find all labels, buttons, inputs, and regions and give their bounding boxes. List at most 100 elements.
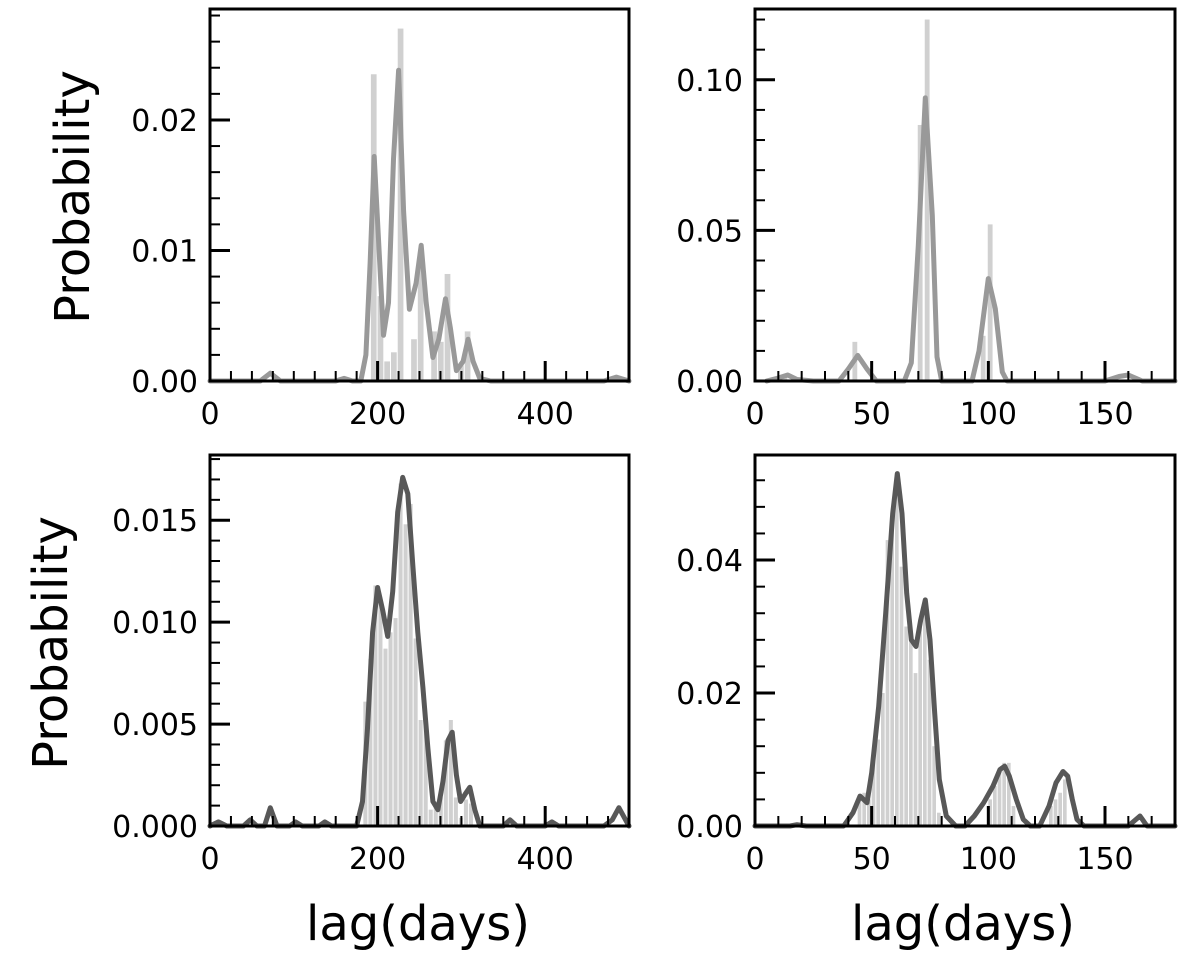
y-tick-label-bottom-left-2: 0.010 (112, 606, 198, 641)
hist-bar-bottom-right-10 (904, 626, 908, 826)
hist-bar-bottom-right-26 (1058, 792, 1062, 826)
xlabel-right: lag(days) (851, 896, 1075, 952)
hist-bar-bottom-right-6 (885, 540, 890, 826)
panel-top-left: 0 200 400 0.00 0.01 0.02 (131, 7, 632, 432)
hist-bar-bottom-left-10 (413, 638, 418, 826)
hist-bar-top-right-3 (924, 19, 930, 381)
curve-top-right (764, 95, 1178, 384)
x-tick-label-top-right-0: 0 (745, 397, 764, 432)
hist-bar-bottom-right-11 (909, 639, 913, 826)
x-tick-label-top-left-1: 200 (349, 397, 406, 432)
x-tick-label-bottom-left-2: 400 (517, 842, 574, 877)
hist-bar-bottom-right-25 (1053, 799, 1058, 826)
x-tick-label-top-right-2: 100 (960, 397, 1017, 432)
hist-bar-bottom-left-3 (378, 601, 383, 826)
y-tick-label-top-right-1: 0.05 (676, 214, 743, 249)
hist-bar-bottom-left-17 (448, 720, 453, 826)
hist-bar-bottom-right-22 (1007, 762, 1011, 826)
frame-top-right (753, 7, 1177, 383)
panel-top-right: 0 50 100 150 0.00 0.05 0.10 (676, 7, 1178, 432)
x-tick-label-bottom-left-1: 200 (349, 842, 406, 877)
x-tick-label-bottom-right-3: 150 (1076, 842, 1133, 877)
x-tick-label-bottom-right-2: 100 (960, 842, 1017, 877)
hist-bar-top-left-4 (397, 28, 404, 381)
hist-bar-bottom-left-21 (468, 803, 473, 826)
hist-bar-bottom-left-8 (403, 524, 408, 826)
y-tick-label-top-left-2: 0.02 (131, 104, 198, 139)
ylabel-top: Probability (45, 70, 101, 324)
hist-bar-bottom-right-13 (918, 626, 922, 826)
hist-bar-bottom-left-7 (398, 483, 403, 826)
y-tick-label-bottom-left-0: 0.000 (112, 810, 198, 845)
x-tick-label-top-left-2: 400 (517, 397, 574, 432)
y-tick-label-bottom-left-3: 0.015 (112, 504, 198, 539)
hist-bar-bottom-right-14 (923, 599, 927, 826)
hist-bar-top-left-7 (417, 263, 424, 381)
hist-bar-top-left-14 (464, 331, 471, 381)
y-tick-label-bottom-left-1: 0.005 (112, 708, 198, 743)
y-tick-label-bottom-right-0: 0.00 (676, 810, 743, 845)
hist-bar-bottom-right-21 (1002, 762, 1006, 826)
hist-bar-top-left-10 (437, 341, 444, 381)
hist-bar-top-left-11 (444, 273, 451, 381)
hist-bar-bottom-left-6 (393, 618, 398, 826)
hist-bar-bottom-left-14 (433, 801, 438, 826)
hist-bar-bottom-right-4 (876, 739, 880, 826)
hist-bar-bottom-right-18 (988, 799, 992, 826)
frame-bottom-right (753, 453, 1177, 828)
hist-bar-bottom-left-11 (418, 720, 423, 826)
panel-bottom-right: 0 50 100 150 0.00 0.02 0.04 (676, 453, 1178, 877)
x-tick-label-top-right-3: 150 (1076, 397, 1133, 432)
hist-bar-bottom-right-27 (1063, 779, 1067, 826)
hist-bar-bottom-right-12 (913, 673, 918, 826)
x-tick-label-bottom-left-0: 0 (200, 842, 219, 877)
hist-bar-bottom-right-3 (871, 759, 876, 826)
x-tick-label-bottom-right-0: 0 (745, 842, 764, 877)
hist-bar-bottom-left-18 (453, 797, 458, 826)
x-tick-label-top-left-0: 0 (200, 397, 219, 432)
y-tick-label-bottom-right-2: 0.04 (676, 544, 743, 579)
y-tick-label-top-left-1: 0.01 (131, 234, 198, 269)
y-tick-label-top-right-0: 0.00 (676, 365, 743, 400)
hist-bar-bottom-left-16 (443, 740, 448, 826)
hist-bar-bottom-right-15 (927, 659, 932, 826)
hist-bar-bottom-right-1 (862, 792, 866, 826)
hist-bar-bottom-right-0 (857, 799, 862, 826)
hist-bar-bottom-left-2 (373, 585, 378, 826)
hist-bar-bottom-left-9 (408, 503, 413, 826)
hist-bar-bottom-left-4 (383, 648, 388, 826)
y-tick-label-bottom-right-1: 0.02 (676, 677, 743, 712)
hist-bar-bottom-right-24 (1049, 806, 1053, 826)
hist-bar-bottom-right-23 (1011, 806, 1016, 826)
hist-bar-bottom-left-15 (438, 797, 443, 826)
curve-bottom-right (752, 471, 1178, 829)
hist-bar-bottom-right-16 (932, 746, 936, 826)
hist-bar-top-right-5 (987, 224, 993, 381)
hist-bar-top-right-4 (980, 335, 986, 381)
hist-bar-top-left-6 (411, 339, 417, 381)
hist-bar-bottom-left-20 (463, 799, 468, 826)
y-tick-label-top-right-2: 0.10 (676, 64, 743, 99)
x-tick-label-bottom-right-1: 50 (853, 842, 891, 877)
x-tick-label-top-right-1: 50 (853, 397, 891, 432)
hist-bar-bottom-left-12 (423, 720, 428, 826)
hist-bar-bottom-left-5 (388, 632, 393, 826)
panel-bottom-left: 0 200 400 0.000 0.005 0.010 0.015 (112, 453, 632, 877)
hist-bar-bottom-left-13 (428, 809, 433, 826)
hist-bar-bottom-right-8 (895, 493, 899, 826)
hist-bar-bottom-right-17 (937, 812, 941, 826)
hist-bar-top-left-2 (384, 361, 391, 381)
hist-bar-top-left-1 (377, 296, 384, 381)
hist-bar-bottom-right-5 (881, 693, 885, 826)
hist-bar-bottom-right-2 (867, 799, 871, 826)
xlabel-left: lag(days) (306, 896, 530, 952)
hist-bar-bottom-right-20 (997, 772, 1002, 826)
hist-bar-top-left-3 (391, 352, 397, 381)
hist-bar-bottom-right-19 (993, 786, 997, 826)
hist-bar-bottom-right-9 (899, 566, 904, 826)
hist-bar-bottom-right-7 (890, 520, 894, 826)
ylabel-bottom: Probability (23, 516, 79, 770)
hist-bar-bottom-left-1 (368, 658, 373, 826)
